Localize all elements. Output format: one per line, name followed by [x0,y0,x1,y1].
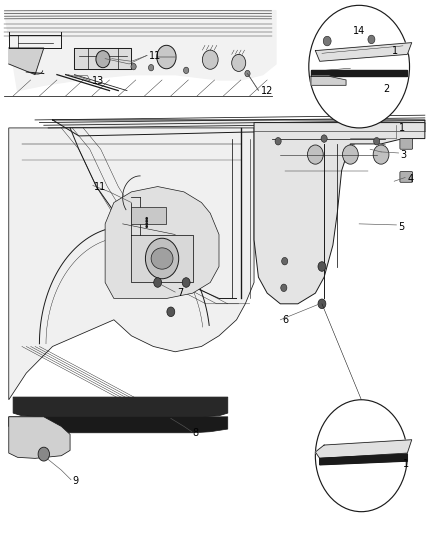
Circle shape [321,135,327,142]
Circle shape [245,70,250,77]
Circle shape [145,238,179,279]
Polygon shape [315,440,412,458]
Polygon shape [9,417,70,458]
Text: 1: 1 [399,123,405,133]
Polygon shape [105,187,219,298]
Circle shape [145,217,148,220]
Circle shape [145,225,148,228]
Polygon shape [315,43,412,61]
Text: 3: 3 [401,150,407,159]
Circle shape [309,5,410,128]
Polygon shape [9,48,44,75]
Circle shape [323,36,331,46]
FancyBboxPatch shape [400,139,413,149]
Circle shape [202,50,218,69]
Circle shape [368,35,375,44]
Text: 11: 11 [149,51,161,61]
Text: 12: 12 [261,86,273,95]
Polygon shape [311,76,346,85]
Circle shape [318,262,326,271]
Circle shape [131,63,136,70]
Text: 14: 14 [353,26,365,36]
FancyBboxPatch shape [400,172,413,182]
Text: 5: 5 [399,222,405,231]
Circle shape [145,220,148,223]
Circle shape [148,64,154,71]
Circle shape [154,278,162,287]
Polygon shape [9,128,254,400]
Polygon shape [320,454,407,465]
Text: 1: 1 [403,459,409,469]
FancyBboxPatch shape [131,207,166,224]
Circle shape [182,278,190,287]
Text: 4: 4 [407,174,413,183]
Polygon shape [53,120,425,136]
Circle shape [307,145,323,164]
Text: 7: 7 [177,288,184,298]
Circle shape [374,138,380,145]
Text: 2: 2 [383,84,389,94]
Circle shape [373,145,389,164]
Circle shape [281,284,287,292]
Circle shape [315,400,407,512]
Circle shape [167,307,175,317]
Circle shape [145,222,148,225]
Polygon shape [13,397,228,417]
Text: 13: 13 [92,76,104,86]
Polygon shape [311,70,407,76]
Ellipse shape [151,248,173,269]
Circle shape [38,447,49,461]
Circle shape [343,145,358,164]
Text: 1: 1 [392,46,398,55]
Text: 6: 6 [283,315,289,325]
Polygon shape [9,417,228,433]
Polygon shape [4,11,276,91]
Circle shape [275,138,281,145]
Circle shape [282,257,288,265]
Polygon shape [131,235,193,282]
Polygon shape [254,123,425,304]
Text: 11: 11 [94,182,106,191]
Circle shape [184,67,189,74]
Circle shape [96,51,110,68]
Circle shape [318,299,326,309]
Text: 9: 9 [72,476,78,486]
Circle shape [157,45,176,69]
Polygon shape [74,48,131,69]
Circle shape [232,54,246,71]
Text: 8: 8 [193,428,199,438]
